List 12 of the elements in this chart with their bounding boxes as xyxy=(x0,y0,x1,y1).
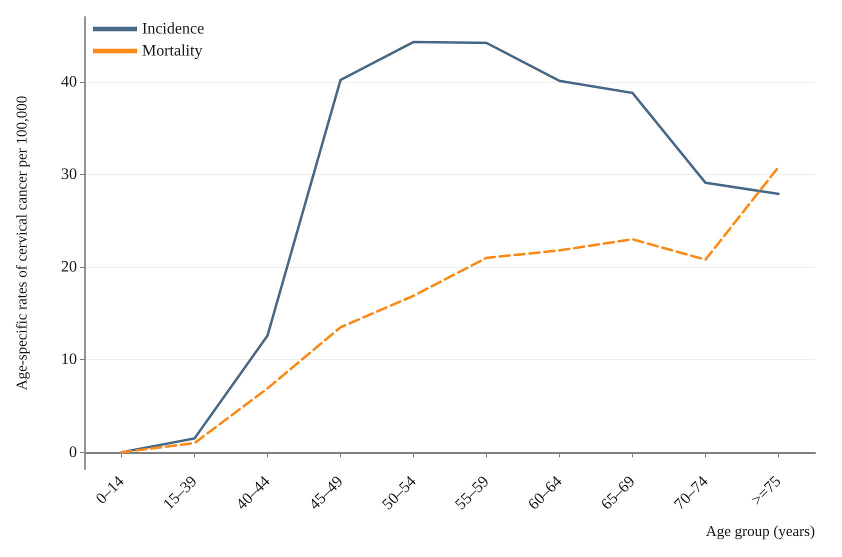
line-series xyxy=(120,166,780,454)
y-tick-label: 30 xyxy=(61,166,77,183)
y-tick-label: 40 xyxy=(61,73,77,90)
x-tick-label: 0–14 xyxy=(92,472,128,508)
legend-label: Mortality xyxy=(142,42,202,60)
y-tick-label: 20 xyxy=(61,258,77,276)
y-tick-label: 10 xyxy=(61,351,77,368)
x-axis-title: Age group (years) xyxy=(706,524,816,540)
legend-label: Incidence xyxy=(142,20,204,38)
y-axis-title: Age-specific rates of cervical cancer per 100,000 xyxy=(14,96,30,390)
line-series xyxy=(120,40,780,454)
y-tick-label: 0 xyxy=(69,444,77,461)
